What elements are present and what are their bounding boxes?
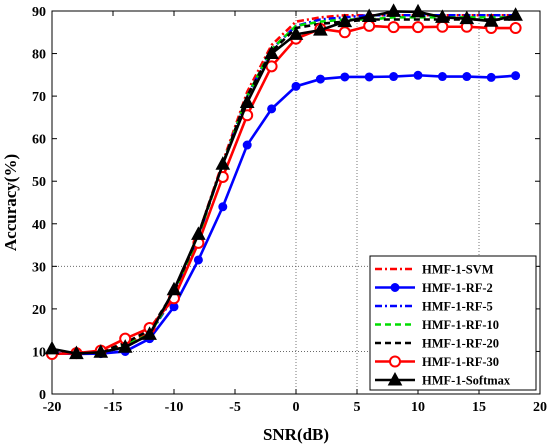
data-point — [242, 140, 252, 150]
series-hmf-1-softmax — [44, 3, 523, 360]
data-point — [267, 104, 277, 114]
legend-label: HMF-1-SVM — [422, 263, 494, 277]
legend-marker — [389, 355, 401, 368]
data-point — [215, 156, 231, 170]
data-point — [389, 72, 399, 82]
data-point — [44, 340, 60, 355]
x-tick-label: 10 — [411, 400, 425, 415]
legend: HMF-1-SVM HMF-1-RF-2 HMF-1-RF-5 HMF-1-RF-10… — [369, 255, 537, 391]
data-point — [142, 326, 157, 340]
data-point — [193, 255, 203, 265]
data-point — [483, 13, 499, 27]
x-tick-label: 15 — [472, 400, 486, 415]
legend-label: HMF-1-RF-30 — [422, 355, 499, 369]
data-point — [363, 19, 376, 32]
data-point — [387, 21, 400, 34]
y-tick-label: 90 — [32, 5, 46, 20]
legend-label: HMF-1-RF-10 — [422, 318, 499, 332]
data-point — [338, 26, 351, 39]
x-tick-label: 5 — [354, 400, 361, 415]
data-point — [435, 9, 450, 23]
data-point — [93, 344, 109, 358]
y-tick-label: 80 — [32, 48, 46, 63]
legend-label: HMF-1-RF-20 — [422, 337, 499, 351]
y-tick-label: 50 — [32, 175, 46, 190]
x-tick-label: 0 — [293, 400, 300, 415]
legend-marker — [387, 371, 403, 386]
data-point — [264, 45, 279, 60]
y-tick-label: 40 — [32, 218, 46, 233]
data-point — [69, 345, 84, 360]
y-tick-label: 30 — [32, 260, 46, 275]
data-point — [437, 72, 447, 82]
y-tick-label: 20 — [32, 303, 46, 318]
x-axis-label: SNR(dB) — [263, 425, 329, 444]
x-tick-label: -15 — [104, 400, 123, 415]
data-point — [288, 26, 304, 40]
data-point — [511, 71, 521, 81]
data-point — [315, 74, 325, 84]
data-point — [462, 72, 472, 82]
data-point — [117, 339, 133, 353]
series-line — [51, 10, 516, 355]
data-point — [191, 226, 206, 240]
data-point — [337, 13, 353, 28]
data-point — [486, 72, 496, 82]
data-point — [508, 7, 523, 21]
data-point — [361, 8, 377, 23]
x-tick-label: -5 — [229, 400, 241, 415]
x-tick-label: 20 — [533, 400, 547, 415]
legend-label: HMF-1-RF-5 — [422, 300, 493, 314]
legend-box — [369, 255, 537, 391]
legend-label: HMF-1-RF-2 — [422, 281, 493, 295]
data-point — [436, 20, 449, 33]
data-point — [459, 10, 475, 25]
data-point — [410, 3, 426, 18]
data-point — [386, 3, 401, 17]
data-point — [166, 281, 182, 296]
data-point — [509, 22, 522, 35]
data-point — [364, 72, 374, 82]
y-tick-label: 10 — [32, 345, 46, 360]
data-point — [218, 202, 228, 212]
x-tick-label: -10 — [165, 400, 184, 415]
data-point — [413, 70, 423, 80]
data-point — [340, 72, 350, 82]
data-point — [313, 22, 328, 36]
data-point — [291, 81, 301, 91]
y-tick-label: 60 — [32, 133, 46, 148]
y-axis-label: Accuracy(%) — [1, 154, 20, 251]
y-tick-label: 70 — [32, 90, 46, 105]
x-tick-label: -20 — [43, 400, 62, 415]
legend-label: HMF-1-Softmax — [422, 374, 511, 388]
y-tick-label: 0 — [39, 388, 46, 403]
legend-marker — [390, 283, 400, 292]
data-point — [239, 94, 255, 108]
data-point — [412, 21, 424, 34]
